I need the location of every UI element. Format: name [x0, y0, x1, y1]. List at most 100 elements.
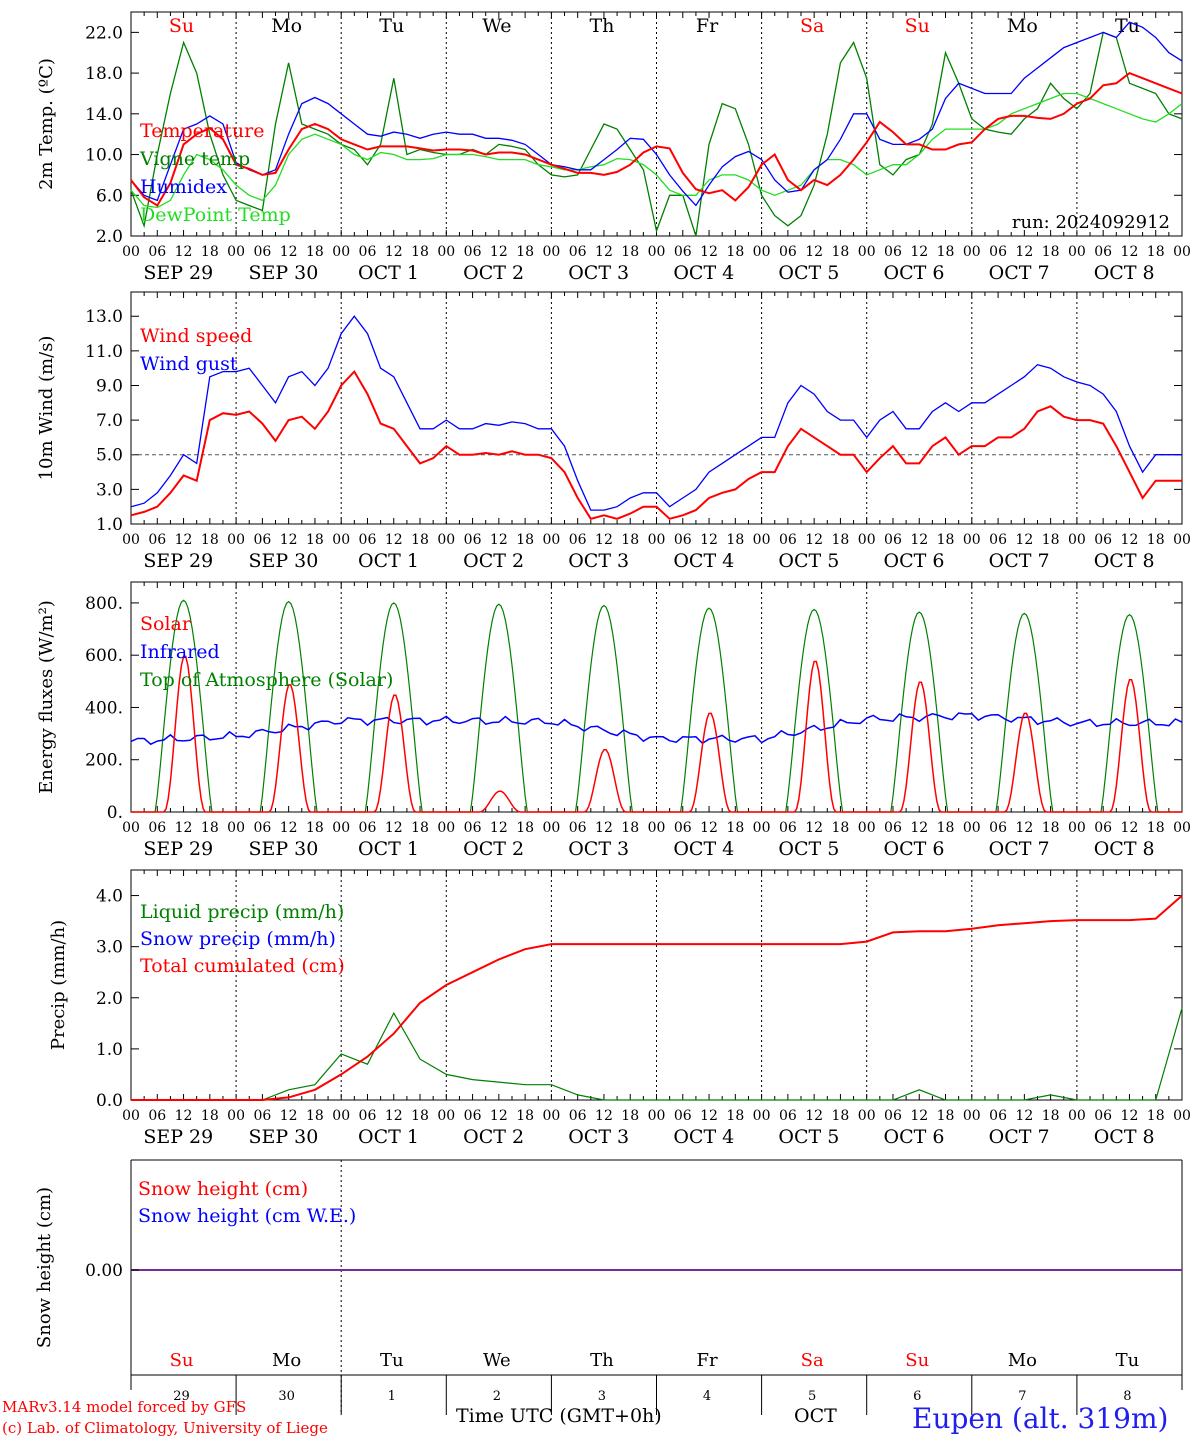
hour-tick-label: 12 — [1015, 1108, 1033, 1124]
hour-tick-label: 06 — [1094, 820, 1112, 836]
legend-total-cumulated-cm-: Total cumulated (cm) — [140, 955, 345, 977]
hour-tick-label: 06 — [464, 244, 482, 260]
y-tick-label: 3.0 — [96, 480, 123, 500]
day-number: 6 — [913, 1389, 921, 1404]
hour-tick-label: 00 — [753, 244, 771, 260]
hour-tick-label: 00 — [542, 244, 560, 260]
weekday-label: Sa — [800, 15, 824, 37]
date-label: SEP 29 — [143, 262, 213, 284]
hour-tick-label: 12 — [1121, 1108, 1139, 1124]
date-label: OCT 8 — [1094, 838, 1155, 860]
legend-snow-height-cm-: Snow height (cm) — [138, 1178, 308, 1200]
hour-tick-label: 06 — [253, 1108, 271, 1124]
hour-tick-label: 12 — [1121, 532, 1139, 548]
weekday-label: Mo — [1008, 1350, 1037, 1371]
hour-tick-label: 18 — [201, 1108, 219, 1124]
hour-tick-label: 00 — [227, 244, 245, 260]
weekday-label: Su — [169, 15, 194, 37]
hour-tick-label: 18 — [832, 532, 850, 548]
hour-tick-label: 12 — [1121, 820, 1139, 836]
y-tick-label: 11.0 — [85, 342, 123, 362]
hour-tick-label: 00 — [1173, 244, 1191, 260]
date-label: OCT 7 — [989, 550, 1050, 572]
hour-tick-label: 18 — [937, 244, 955, 260]
hour-tick-label: 06 — [884, 244, 902, 260]
panel-5: 0.00 Snow height (cm) Su 29 Mo 30 Tu 1 We 2 Th 3 Fr 4… — [34, 1159, 1183, 1415]
date-label: OCT 6 — [884, 550, 945, 572]
hour-tick-label: 18 — [1042, 532, 1060, 548]
date-label: OCT 8 — [1094, 262, 1155, 284]
lab-credit: (c) Lab. of Climatology, University of L… — [2, 1419, 328, 1437]
hour-tick-label: 00 — [648, 532, 666, 548]
hour-tick-label: 18 — [306, 820, 324, 836]
hour-tick-label: 00 — [437, 1108, 455, 1124]
hour-tick-label: 00 — [963, 1108, 981, 1124]
panel-4: 00 06 12 18 00 06 12 18 00 06 12 18 00 06 12 18 00 06 12 18… — [48, 869, 1191, 1148]
y-tick-label: 3.0 — [96, 938, 123, 958]
hour-tick-label: 18 — [726, 1108, 744, 1124]
x-axis-label: Time UTC (GMT+0h) — [456, 1405, 662, 1427]
date-label: OCT 4 — [673, 838, 734, 860]
hour-tick-label: 00 — [648, 244, 666, 260]
hour-tick-label: 00 — [963, 532, 981, 548]
hour-tick-label: 00 — [1068, 244, 1086, 260]
hour-tick-label: 18 — [411, 244, 429, 260]
hour-tick-label: 12 — [700, 1108, 718, 1124]
hour-tick-label: 00 — [1173, 532, 1191, 548]
legend-humidex: Humidex — [140, 176, 227, 198]
location-label: Eupen (alt. 319m) — [912, 1402, 1169, 1435]
y-tick-label: 9.0 — [96, 376, 123, 396]
hour-tick-label: 06 — [779, 532, 797, 548]
hour-tick-label: 06 — [989, 532, 1007, 548]
y-axis-label: Energy fluxes (W/m²) — [36, 600, 57, 794]
hour-tick-label: 12 — [280, 532, 298, 548]
date-label: OCT 4 — [673, 262, 734, 284]
series-vigne-temp — [130, 31, 1183, 237]
hour-tick-label: 06 — [674, 1108, 692, 1124]
hour-tick-label: 06 — [884, 820, 902, 836]
date-label: SEP 30 — [248, 550, 318, 572]
hour-tick-label: 12 — [1121, 244, 1139, 260]
hour-tick-label: 06 — [148, 820, 166, 836]
day-number: 4 — [703, 1389, 711, 1404]
series-wind-speed — [130, 369, 1182, 520]
hour-tick-label: 18 — [411, 1108, 429, 1124]
hour-tick-label: 18 — [1147, 820, 1165, 836]
hour-tick-label: 00 — [1068, 532, 1086, 548]
hour-tick-label: 00 — [1068, 820, 1086, 836]
hour-tick-label: 00 — [227, 532, 245, 548]
hour-tick-label: 06 — [148, 532, 166, 548]
legend-top-of-atmosphere-solar-: Top of Atmosphere (Solar) — [140, 669, 393, 691]
y-tick-label: 4.0 — [96, 887, 123, 907]
day-number: 3 — [598, 1389, 606, 1404]
legend-liquid-precip-mm-h-: Liquid precip (mm/h) — [140, 901, 344, 923]
hour-tick-label: 18 — [937, 820, 955, 836]
y-tick-label: 200. — [85, 751, 123, 771]
hour-tick-label: 12 — [280, 820, 298, 836]
hour-tick-label: 18 — [516, 532, 534, 548]
hour-tick-label: 18 — [516, 1108, 534, 1124]
hour-tick-label: 18 — [832, 820, 850, 836]
hour-tick-label: 12 — [910, 820, 928, 836]
hour-tick-label: 06 — [569, 244, 587, 260]
legend-temperature: Temperature — [140, 120, 264, 142]
hour-tick-label: 18 — [621, 244, 639, 260]
date-label: SEP 30 — [248, 1126, 318, 1148]
hour-tick-label: 12 — [1015, 532, 1033, 548]
hour-tick-label: 18 — [726, 820, 744, 836]
hour-tick-label: 18 — [1042, 244, 1060, 260]
date-label: OCT 2 — [463, 838, 524, 860]
hour-tick-label: 12 — [175, 1108, 193, 1124]
hour-tick-label: 00 — [122, 820, 140, 836]
y-tick-label: 2.0 — [96, 227, 123, 247]
hour-tick-label: 06 — [359, 244, 377, 260]
hour-tick-label: 18 — [201, 820, 219, 836]
hour-tick-label: 18 — [306, 1108, 324, 1124]
y-tick-label: 800. — [85, 594, 123, 614]
weekday-label: Fr — [697, 1350, 718, 1371]
hour-tick-label: 06 — [989, 244, 1007, 260]
hour-tick-label: 06 — [464, 1108, 482, 1124]
weekday-label: Mo — [1007, 15, 1038, 37]
date-label: OCT 5 — [778, 550, 839, 572]
